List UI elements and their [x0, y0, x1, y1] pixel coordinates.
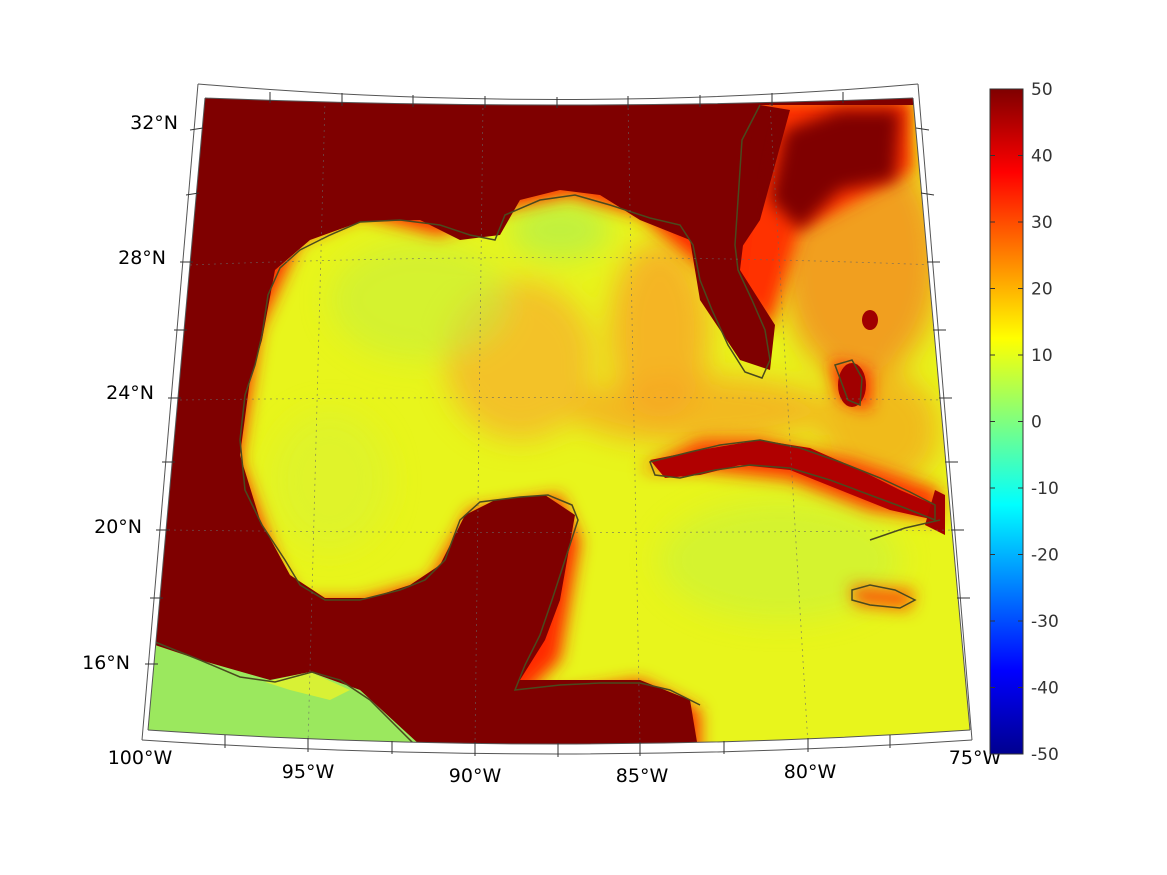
- lon-tick-95: 95°W: [282, 761, 335, 783]
- lat-tick-16: 16°N: [82, 652, 130, 674]
- map-frame: [141, 83, 973, 755]
- lon-tick-85: 85°W: [616, 765, 669, 787]
- colorbar-gradient: [989, 88, 1024, 755]
- colorbar-tick-label: -20: [1031, 546, 1059, 566]
- colorbar-tick-label: -10: [1031, 479, 1059, 499]
- frame-ticks: [145, 92, 970, 757]
- lat-tick-24: 24°N: [106, 382, 154, 404]
- pacific-strip: [148, 640, 420, 744]
- graticule: [167, 99, 956, 744]
- colorbar-tick-label: 20: [1031, 280, 1053, 300]
- lat-tick-28: 28°N: [118, 247, 166, 269]
- colorbar-tick-label: -30: [1031, 612, 1059, 632]
- atlantic-anomaly: [770, 110, 900, 230]
- coastline: [154, 104, 941, 744]
- lon-tick-75: 75°W: [949, 747, 1002, 769]
- lat-tick-labels: 32°N 28°N 24°N 20°N 16°N: [82, 112, 178, 674]
- colorbar-tick-label: -40: [1031, 679, 1059, 699]
- colorbar-tick-label: 30: [1031, 213, 1053, 233]
- land-masses: [148, 98, 945, 744]
- colorbar-tick-label: 0: [1031, 413, 1042, 433]
- colorbar-tick-label: -50: [1031, 745, 1059, 765]
- island-cuba: [650, 440, 935, 520]
- map-field: [148, 98, 970, 744]
- lon-tick-labels: 100°W 95°W 90°W 85°W 80°W 75°W: [108, 747, 1002, 787]
- colorbar-tick-label: 10: [1031, 346, 1053, 366]
- lon-tick-80: 80°W: [784, 761, 837, 783]
- colorbar-tick-label: 50: [1031, 80, 1053, 100]
- colorbar: 50 40 30 20 10 0 -10 -20 -30 -40 -50: [989, 80, 1059, 765]
- land-mainland: [148, 98, 913, 744]
- colorbar-tick-label: 40: [1031, 147, 1053, 167]
- lat-tick-20: 20°N: [94, 516, 142, 538]
- lon-tick-100: 100°W: [108, 747, 173, 769]
- lat-tick-32: 32°N: [130, 112, 178, 134]
- lon-tick-90: 90°W: [449, 765, 502, 787]
